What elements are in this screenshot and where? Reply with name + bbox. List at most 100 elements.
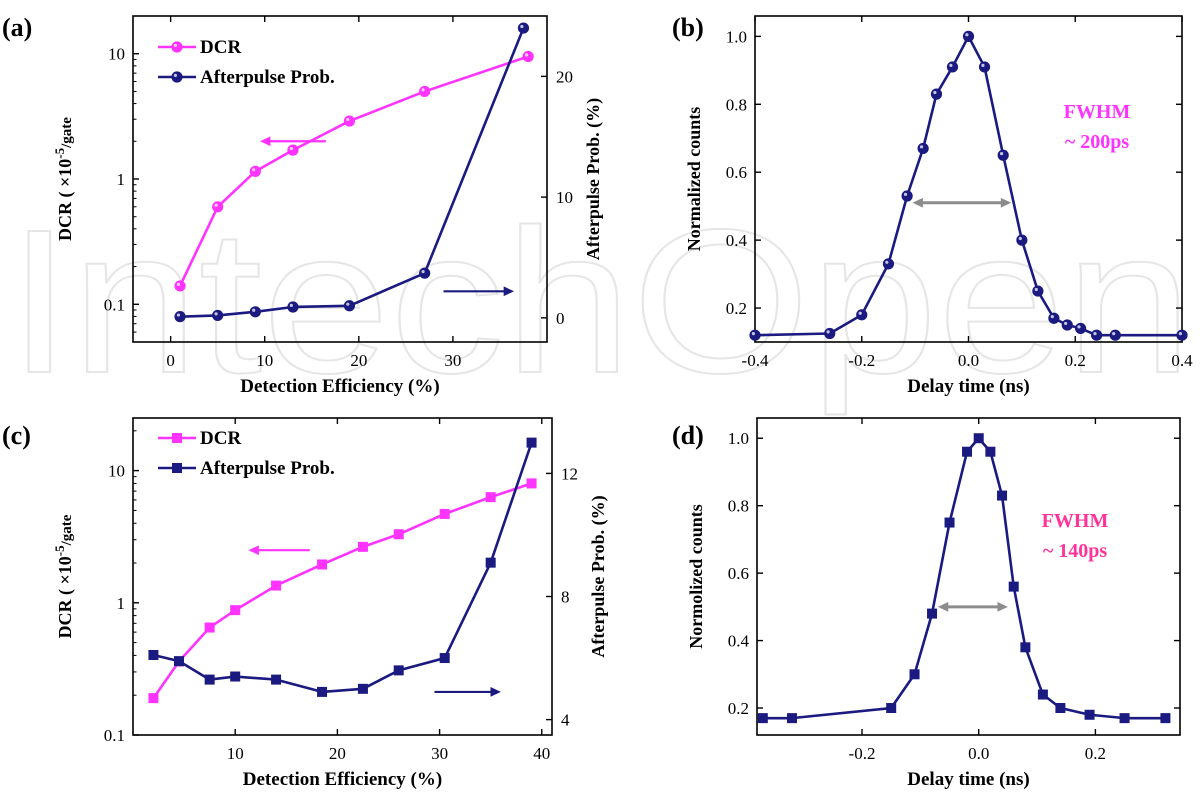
y-label-exp: -5 — [52, 545, 67, 556]
x-tick-label: 20 — [329, 744, 346, 763]
data-point-shine — [214, 203, 218, 207]
x-tick-label: 10 — [227, 744, 244, 763]
series-counts — [749, 30, 1188, 341]
y-tick-label: 1.0 — [726, 27, 747, 46]
y-tick-label: 0.4 — [728, 632, 750, 651]
y-tick-label: 0.8 — [728, 497, 749, 516]
series-dcr — [174, 50, 534, 292]
x-tick-label: -0.4 — [742, 351, 769, 370]
y-tick-label: 0.1 — [104, 295, 125, 314]
y-axis-label-right: Afterpulse Prob. (%) — [583, 98, 604, 260]
data-point-shine — [965, 33, 969, 37]
data-point-shine — [826, 330, 830, 334]
series-afterpulse — [174, 22, 530, 323]
data-point — [749, 329, 761, 341]
y-tick-label: 0.2 — [726, 299, 747, 318]
fwhm-label: FWHM — [1042, 510, 1109, 532]
data-point-shine — [933, 90, 937, 95]
data-point — [204, 674, 215, 685]
data-point-shine — [858, 311, 862, 315]
data-point — [357, 683, 368, 694]
data-point — [1020, 642, 1031, 653]
data-point-shine — [949, 63, 953, 67]
data-point — [856, 309, 868, 321]
data-point — [930, 88, 943, 100]
y-tick-label: 1.0 — [728, 429, 749, 448]
data-point — [419, 85, 431, 98]
x-tick-label: -0.2 — [848, 351, 875, 370]
data-point — [287, 301, 299, 313]
y-axis-label: Normolized counts — [686, 504, 706, 648]
data-point — [882, 258, 895, 270]
y-right-tick-label: 8 — [561, 588, 570, 607]
data-point — [148, 693, 159, 704]
x-axis-label: Detection Efficiency (%) — [240, 376, 439, 397]
data-point — [1091, 329, 1103, 341]
y-axis-label: Normalized counts — [684, 107, 704, 251]
y-label-exp: -5 — [52, 147, 67, 158]
data-point — [526, 437, 537, 448]
data-point — [787, 713, 798, 724]
y-tick-label: 10 — [108, 462, 125, 481]
panel-label: (a) — [2, 13, 32, 42]
data-point — [927, 608, 938, 619]
data-point-shine — [1112, 332, 1116, 336]
x-axis-label: Delay time (ns) — [907, 376, 1029, 397]
data-point — [1055, 703, 1066, 714]
x-tick-label: 30 — [431, 744, 448, 763]
data-point-shine — [999, 152, 1004, 156]
data-point — [249, 306, 261, 318]
data-point — [526, 478, 537, 489]
series-dcr — [148, 478, 537, 704]
x-tick-label: 40 — [533, 744, 550, 763]
data-point-shine — [289, 146, 293, 151]
data-point — [909, 669, 920, 680]
data-point — [946, 61, 959, 73]
data-point — [917, 142, 929, 155]
data-point — [1160, 713, 1171, 724]
x-tick-label: 0.0 — [968, 744, 989, 763]
data-point-shine — [1077, 325, 1081, 329]
data-point-shine — [252, 168, 256, 172]
fwhm-value: ~ 140ps — [1043, 540, 1108, 562]
x-tick-label: 0.0 — [958, 351, 979, 370]
x-tick-label: 20 — [350, 351, 367, 370]
x-tick-label: 0 — [166, 351, 175, 370]
data-point — [1061, 319, 1073, 331]
fwhm-arrow-head — [1000, 197, 1012, 208]
legend-label: Afterpulse Prob. — [200, 67, 335, 88]
axis-arrow-afterpulse-head — [503, 286, 515, 297]
data-point — [439, 508, 450, 519]
data-point-shine — [421, 88, 425, 92]
data-point — [393, 529, 404, 540]
x-tick-label: 0.4 — [1171, 351, 1193, 370]
data-point-shine — [885, 260, 889, 264]
legend-label: Afterpulse Prob. — [200, 458, 335, 479]
data-point — [1008, 581, 1019, 592]
y-tick-label: 0.6 — [728, 564, 749, 583]
fwhm-value: ~ 200ps — [1065, 131, 1130, 153]
x-tick-label: -0.2 — [849, 744, 876, 763]
y-tick-label: 0.6 — [726, 163, 747, 182]
data-point — [317, 686, 328, 697]
y-label-unit: ×10 — [55, 159, 75, 187]
x-tick-label: 0.2 — [1085, 744, 1106, 763]
legend-marker-shine — [173, 73, 177, 77]
data-point — [174, 280, 186, 292]
data-point — [1176, 329, 1188, 341]
series-line — [762, 436, 1166, 720]
x-tick-label: 0.2 — [1065, 351, 1086, 370]
data-point-shine — [421, 269, 425, 274]
panel-label: (d) — [672, 421, 704, 450]
axis-arrow-afterpulse-head — [490, 687, 501, 697]
data-point — [419, 267, 431, 279]
data-point — [985, 446, 996, 457]
y-label-name: DCR — [55, 598, 75, 638]
data-point — [886, 703, 897, 714]
data-point-shine — [981, 63, 985, 67]
panel-label: (b) — [672, 13, 704, 42]
data-point — [997, 490, 1008, 501]
data-point — [173, 656, 184, 667]
plot-frame — [756, 417, 1181, 736]
data-point — [204, 622, 215, 633]
